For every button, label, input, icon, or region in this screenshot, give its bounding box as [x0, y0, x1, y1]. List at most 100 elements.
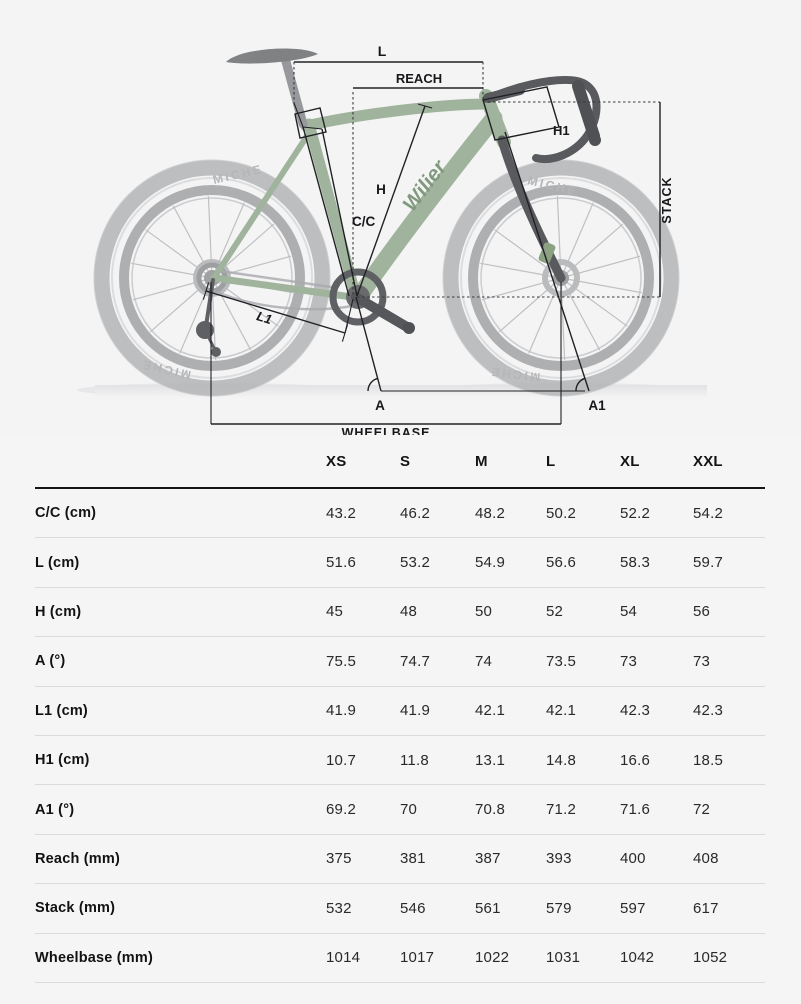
row-value: 48 [400, 603, 418, 621]
label-a: A [375, 398, 385, 413]
row-value: 71.6 [620, 801, 650, 819]
row-value: 70 [400, 801, 418, 819]
row-value: 54.9 [475, 554, 505, 572]
table-row: Wheelbase (mm) 1014 1017 1022 1031 1042 1052 [35, 934, 765, 983]
row-value: 50.2 [546, 504, 576, 522]
label-l1: L1 [255, 308, 274, 327]
row-value: 69.2 [326, 801, 356, 819]
row-value: 50 [475, 603, 493, 621]
row-value: 59.7 [693, 554, 723, 572]
row-value: 16.6 [620, 751, 650, 769]
row-value: 10.7 [326, 751, 356, 769]
row-value: 56.6 [546, 554, 576, 572]
column-header-s: S [400, 452, 411, 470]
table-row: A (°) 75.5 74.7 74 73.5 73 73 [35, 637, 765, 687]
row-label: H1 (cm) [35, 752, 90, 769]
row-value: 1031 [546, 949, 581, 967]
chain [211, 269, 353, 311]
row-value: 1014 [326, 949, 361, 967]
row-value: 561 [475, 899, 501, 917]
row-value: 13.1 [475, 751, 505, 769]
row-value: 54.2 [693, 504, 723, 522]
label-reach: REACH [396, 71, 442, 86]
row-label: A1 (°) [35, 801, 75, 818]
row-value: 74 [475, 652, 493, 670]
bicycle-illustration: MICHE MICHE MICHE MICHE Wilier [93, 48, 680, 397]
row-value: 43.2 [326, 504, 356, 522]
row-value: 73 [620, 652, 638, 670]
column-header-l: L [546, 452, 556, 470]
row-value: 52.2 [620, 504, 650, 522]
row-value: 42.3 [620, 702, 650, 720]
column-header-xl: XL [620, 452, 640, 470]
seat-cluster-marker [294, 107, 327, 139]
dimension-line-a [355, 296, 382, 392]
column-header-m: M [475, 452, 488, 470]
row-label: L1 (cm) [35, 702, 88, 719]
row-value: 1017 [400, 949, 435, 967]
row-value: 74.7 [400, 652, 430, 670]
dimension-line-h1 [482, 86, 560, 141]
label-h1: H1 [553, 123, 570, 138]
row-label: Stack (mm) [35, 900, 116, 917]
row-value: 52 [546, 603, 564, 621]
row-value: 375 [326, 850, 352, 868]
row-value: 41.9 [400, 702, 430, 720]
table-row: L (cm) 51.6 53.2 54.9 56.6 58.3 59.7 [35, 538, 765, 588]
table-row: C/C (cm) 43.2 46.2 48.2 50.2 52.2 54.2 [35, 489, 765, 539]
table-row: A1 (°) 69.2 70 70.8 71.2 71.6 72 [35, 785, 765, 835]
label-h: H [376, 182, 386, 197]
label-cc: C/C [352, 214, 376, 229]
dimension-line-cc [302, 126, 350, 297]
row-value: 579 [546, 899, 572, 917]
row-value: 14.8 [546, 751, 576, 769]
row-label: C/C (cm) [35, 505, 97, 522]
row-value: 1052 [693, 949, 728, 967]
geometry-table-header: XS S M L XL XXL [35, 435, 765, 489]
saddle [226, 48, 318, 64]
row-value: 393 [546, 850, 572, 868]
geometry-diagram: MICHE MICHE MICHE MICHE Wilier [0, 0, 801, 435]
row-value: 53.2 [400, 554, 430, 572]
table-row: Reach (mm) 375 381 387 393 400 408 [35, 835, 765, 885]
column-header-xs: XS [326, 452, 347, 470]
geometry-table: XS S M L XL XXL C/C (cm) 43.2 46.2 48.2 50.2… [0, 435, 801, 983]
row-value: 546 [400, 899, 426, 917]
fork [497, 135, 566, 283]
row-value: 51.6 [326, 554, 356, 572]
label-l: L [378, 43, 387, 59]
row-value: 400 [620, 850, 646, 868]
row-value: 72 [693, 801, 711, 819]
row-label: Reach (mm) [35, 850, 120, 867]
row-value: 73.5 [546, 652, 576, 670]
angle-arc-a1 [575, 377, 586, 392]
geometry-table-body: C/C (cm) 43.2 46.2 48.2 50.2 52.2 54.2 L (cm) 51… [0, 489, 801, 983]
row-value: 75.5 [326, 652, 356, 670]
row-value: 617 [693, 899, 719, 917]
frame [210, 89, 511, 306]
row-value: 1042 [620, 949, 655, 967]
row-value: 42.3 [693, 702, 723, 720]
row-label: A (°) [35, 653, 66, 670]
row-value: 71.2 [546, 801, 576, 819]
table-row: H1 (cm) 10.7 11.8 13.1 14.8 16.6 18.5 [35, 736, 765, 786]
row-value: 532 [326, 899, 352, 917]
brake-lever [572, 80, 600, 142]
column-header-xxl: XXL [693, 452, 723, 470]
row-value: 387 [475, 850, 501, 868]
label-a1: A1 [588, 398, 606, 413]
row-value: 46.2 [400, 504, 430, 522]
row-label: H (cm) [35, 603, 82, 620]
dimension-line-l1 [205, 290, 346, 334]
row-value: 70.8 [475, 801, 505, 819]
row-value: 11.8 [400, 751, 429, 769]
row-value: 48.2 [475, 504, 505, 522]
row-value: 381 [400, 850, 426, 868]
dimension-line-h [356, 105, 426, 297]
row-value: 1022 [475, 949, 510, 967]
row-value: 42.1 [546, 702, 576, 720]
dimension-line-a1 [504, 131, 590, 392]
row-value: 54 [620, 603, 638, 621]
row-value: 41.9 [326, 702, 356, 720]
label-stack: STACK [660, 176, 674, 223]
